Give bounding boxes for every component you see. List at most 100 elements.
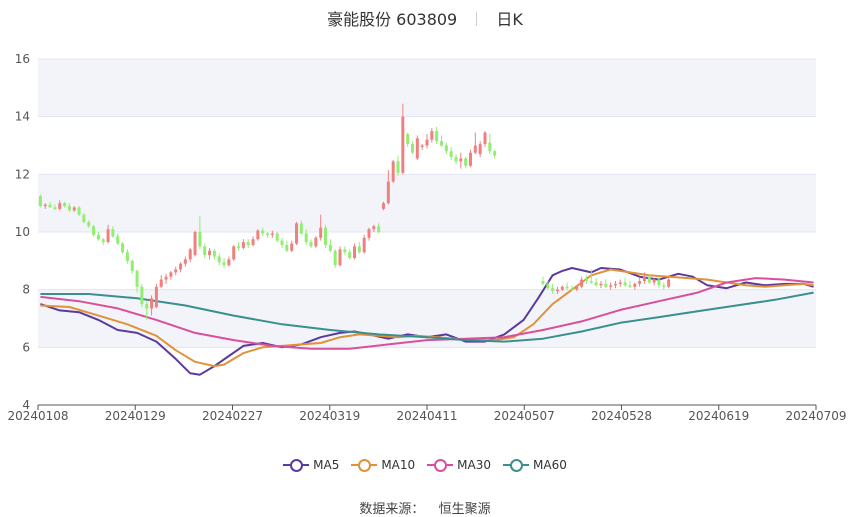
candle-body (353, 246, 357, 258)
candle-body (468, 152, 472, 166)
period-tab[interactable]: 日K (496, 10, 523, 29)
candle (372, 224, 376, 232)
candle-body (594, 282, 598, 286)
candle (295, 221, 299, 245)
candle (125, 249, 129, 264)
candle (43, 203, 47, 209)
candle-body (145, 304, 149, 309)
candle (633, 282, 637, 290)
candle-body (328, 244, 332, 251)
candle (246, 239, 250, 248)
candle (58, 200, 62, 211)
candle-body (444, 145, 448, 152)
candle-body (227, 259, 231, 266)
candle-body (314, 237, 318, 247)
candle (343, 246, 347, 256)
candle (618, 279, 622, 287)
candle-body (193, 232, 197, 256)
candle (198, 216, 202, 250)
candle (667, 278, 671, 289)
candle (357, 242, 361, 254)
candle (87, 220, 91, 228)
legend-item-ma5[interactable]: MA5 (283, 458, 339, 472)
candle-body (386, 181, 390, 204)
candle-body (435, 131, 439, 142)
candle-body (570, 288, 574, 290)
candle-body (121, 243, 125, 253)
candle-body (401, 116, 405, 173)
candle (227, 256, 231, 267)
candle (222, 257, 226, 269)
candle (38, 194, 42, 208)
candle-body (589, 281, 593, 283)
candle-body (391, 161, 395, 182)
candles (38, 103, 671, 320)
ma-line-ma60 (40, 291, 814, 343)
candle (555, 286, 559, 294)
candle-body (580, 279, 584, 287)
candle (53, 204, 57, 211)
x-tick-label: 20240528 (591, 409, 652, 423)
candle (652, 278, 656, 286)
legend-label: MA5 (313, 458, 340, 472)
candle (193, 230, 197, 257)
candle-body (111, 229, 115, 237)
candle-body (439, 141, 443, 146)
candle-body (299, 223, 303, 234)
candle-body (48, 204, 52, 208)
candle (183, 256, 187, 267)
legend-label: MA30 (457, 458, 492, 472)
candle-body (662, 285, 666, 287)
candle-body (319, 227, 323, 238)
legend-swatch (283, 459, 310, 472)
candle-body (478, 144, 482, 155)
candle (396, 155, 400, 176)
candle (212, 249, 216, 260)
candle-body (130, 260, 134, 271)
candle (101, 237, 105, 245)
candle (473, 132, 477, 155)
x-tick-label: 20240129 (105, 409, 166, 423)
candle (382, 201, 386, 211)
candle (188, 247, 192, 263)
title-separator (476, 12, 478, 26)
legend-item-ma60[interactable]: MA60 (503, 458, 567, 472)
candle (411, 141, 415, 155)
candle-body (604, 283, 608, 287)
y-tick-label: 8 (22, 283, 30, 297)
candle-body (203, 246, 207, 256)
candle (444, 142, 448, 155)
candle (464, 157, 468, 169)
legend-label: MA60 (533, 458, 567, 472)
x-tick-label: 20240108 (7, 409, 68, 423)
candle (367, 227, 371, 241)
candle (319, 214, 323, 241)
legend-label: MA10 (381, 458, 416, 472)
legend: MA5 MA10 MA30 MA60 (0, 458, 850, 474)
candle (324, 224, 328, 248)
legend-item-ma30[interactable]: MA30 (427, 458, 491, 472)
candle-body (256, 230, 260, 240)
candle (63, 201, 67, 208)
candle-body (657, 279, 661, 286)
candle-body (261, 230, 265, 234)
y-tick-label: 12 (15, 167, 30, 181)
candle (493, 149, 497, 159)
candle-body (420, 145, 424, 147)
candle (280, 237, 284, 248)
candle (565, 282, 569, 290)
candle-body (357, 246, 361, 253)
candle (570, 285, 574, 292)
candle-body (623, 282, 627, 286)
candle (290, 240, 294, 253)
candle (628, 281, 632, 289)
ma-line-ma5 (40, 267, 814, 376)
candle-body (647, 276, 651, 283)
legend-item-ma10[interactable]: MA10 (351, 458, 415, 472)
candle (217, 253, 221, 266)
candle (314, 236, 318, 248)
candle-body (541, 281, 545, 284)
candle (270, 230, 274, 238)
candle (546, 281, 550, 290)
